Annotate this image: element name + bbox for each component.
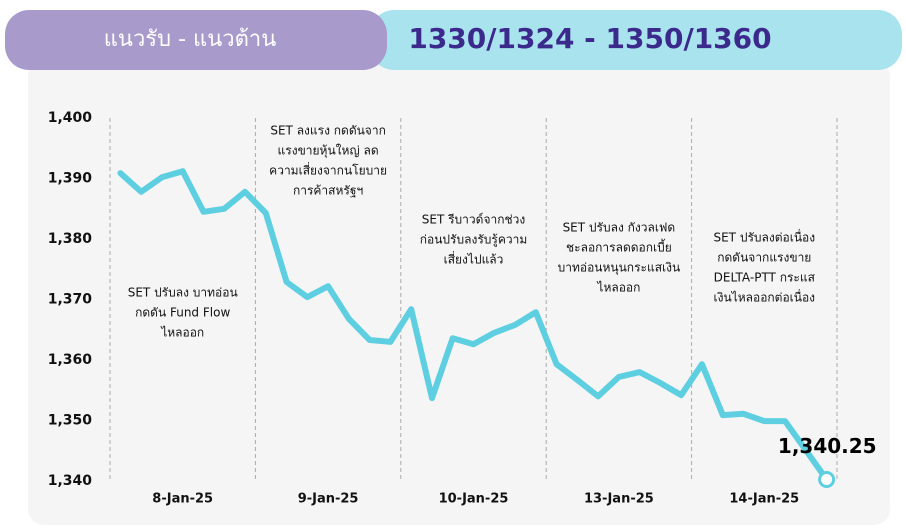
x-tick-label: 10-Jan-25 — [439, 492, 509, 507]
annotation: กดดัน Fund Flow — [135, 306, 230, 320]
x-tick-label: 9-Jan-25 — [298, 492, 359, 507]
annotation: การค้าสหรัฐฯ — [293, 184, 363, 198]
annotation: กดดันจากแรงขาย — [717, 251, 811, 265]
y-tick-label: 1,400 — [48, 110, 93, 126]
y-tick-label: 1,370 — [48, 292, 93, 308]
header-label: แนวรับ - แนวต้าน — [104, 27, 277, 52]
chart-card — [28, 60, 890, 525]
annotation: SET ปรับลง บาทอ่อน — [128, 286, 238, 300]
annotation: บาทอ่อนหนุนกระแสเงิน — [558, 261, 681, 276]
y-tick-label: 1,390 — [48, 171, 93, 187]
series-line — [117, 168, 830, 483]
annotation: ก่อนปรับลงรับรู้ความ — [420, 233, 528, 248]
annotation: เงินไหลออกต่อเนื่อง — [714, 289, 816, 305]
annotation: SET ลงแรง กดดันจาก — [270, 124, 386, 138]
annotation: เสี่ยงไปแล้ว — [444, 251, 504, 267]
annotation: SET ปรับลง กังวลเฟด — [563, 221, 676, 235]
annotation: DELTA-PTT กระแส — [714, 271, 816, 285]
header-levels: 1330/1324 - 1350/1360 — [408, 22, 771, 55]
y-tick-label: 1,360 — [48, 352, 93, 368]
value-label: 1,340.25 — [778, 434, 877, 458]
end-marker — [818, 470, 836, 488]
label-pill — [5, 10, 387, 70]
annotation: ไหลออก — [596, 281, 640, 295]
x-tick-label: 8-Jan-25 — [152, 492, 213, 507]
x-tick-label: 13-Jan-25 — [584, 492, 654, 507]
annotation: ไหลออก — [160, 326, 204, 340]
x-tick-label: 14-Jan-25 — [729, 492, 799, 507]
y-tick-label: 1,380 — [48, 231, 93, 247]
y-tick-label: 1,340 — [48, 473, 93, 489]
annotation: SET ปรับลงต่อเนื่อง — [713, 229, 815, 245]
annotation: แรงขายหุ้นใหญ่ ลด — [278, 144, 379, 159]
annotation: SET รีบาวด์จากช่วง — [422, 213, 525, 227]
y-tick-label: 1,350 — [48, 413, 93, 429]
levels-pill — [370, 10, 902, 70]
annotation: ความเสี่ยงจากนโยบาย — [269, 162, 387, 178]
annotation: ชะลอการลดดอกเบี้ย — [566, 239, 672, 255]
